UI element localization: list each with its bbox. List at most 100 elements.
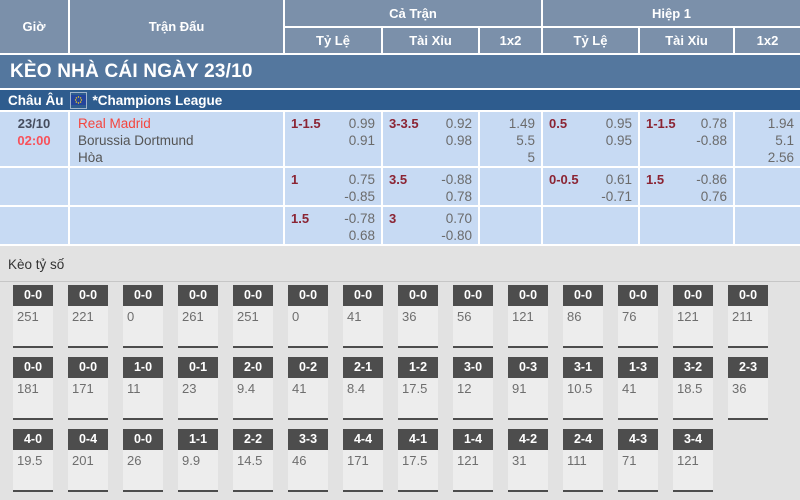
score-box[interactable]: 1-0 11 — [123, 357, 163, 420]
odds-value: 2.56 — [767, 150, 795, 165]
score-box[interactable]: 0-0 41 — [343, 285, 383, 348]
odds-value: 0.92 — [445, 116, 472, 131]
score-odd: 56 — [453, 306, 493, 348]
score-label: 0-0 — [728, 285, 768, 306]
score-odd: 71 — [618, 450, 658, 492]
score-box[interactable]: 4-1 17.5 — [398, 429, 438, 492]
odds-table: Giờ Trận Đấu Cả Trận Hiệp 1 Tỷ Lệ Tài Xỉ… — [0, 0, 800, 246]
odds-value: -0.88 — [441, 172, 472, 187]
score-label: 0-0 — [618, 285, 658, 306]
header-h1-1x2: 1x2 — [735, 28, 800, 55]
odds-value: 0.70 — [445, 211, 472, 226]
score-box[interactable]: 3-4 121 — [673, 429, 713, 492]
score-box[interactable]: 0-0 251 — [233, 285, 273, 348]
odds-cell-h1-handicap-r2[interactable]: 0-0.5 0.61 -0.71 — [543, 168, 640, 207]
odds-value: 1.94 — [767, 116, 795, 131]
score-box[interactable]: 0-0 0 — [288, 285, 328, 348]
odds-value: -0.78 — [344, 211, 375, 226]
odds-cell-ft-handicap-r1[interactable]: 1-1.5 0.99 0.91 — [285, 112, 383, 168]
score-odd: 9.9 — [178, 450, 218, 492]
eu-flag-icon — [69, 91, 87, 109]
score-box[interactable]: 1-4 121 — [453, 429, 493, 492]
handicap-line: 1-1.5 — [291, 116, 321, 131]
odds-cell-ft-handicap-r2[interactable]: 1 0.75 -0.85 — [285, 168, 383, 207]
score-label: 0-3 — [508, 357, 548, 378]
score-box[interactable]: 4-2 31 — [508, 429, 548, 492]
odds-cell-h1-ou-r1[interactable]: 1-1.5 0.78 -0.88 — [640, 112, 735, 168]
odds-cell-ft-ou-r2[interactable]: 3.5 -0.88 0.78 — [383, 168, 480, 207]
score-box[interactable]: 0-4 201 — [68, 429, 108, 492]
score-label: 0-0 — [453, 285, 493, 306]
score-label: 0-0 — [398, 285, 438, 306]
score-box[interactable]: 2-2 14.5 — [233, 429, 273, 492]
score-label: 4-2 — [508, 429, 548, 450]
score-box[interactable]: 0-0 261 — [178, 285, 218, 348]
score-box[interactable]: 3-1 10.5 — [563, 357, 603, 420]
score-box[interactable]: 0-0 171 — [68, 357, 108, 420]
score-label: 2-4 — [563, 429, 603, 450]
odds-value: 0.75 — [348, 172, 375, 187]
match-date: 23/10 — [17, 116, 51, 131]
score-label: 3-1 — [563, 357, 603, 378]
score-box[interactable]: 0-0 121 — [673, 285, 713, 348]
score-label: 0-0 — [178, 285, 218, 306]
score-label: 0-1 — [178, 357, 218, 378]
score-box[interactable]: 3-3 46 — [288, 429, 328, 492]
score-box[interactable]: 1-3 41 — [618, 357, 658, 420]
score-box[interactable]: 0-0 86 — [563, 285, 603, 348]
score-box[interactable]: 0-0 0 — [123, 285, 163, 348]
header-match: Trận Đấu — [70, 0, 285, 55]
odds-value: 0.95 — [605, 116, 632, 131]
score-label: 1-3 — [618, 357, 658, 378]
score-box[interactable]: 2-4 111 — [563, 429, 603, 492]
score-odd: 171 — [343, 450, 383, 492]
score-box[interactable]: 0-1 23 — [178, 357, 218, 420]
score-label: 0-0 — [13, 357, 53, 378]
score-box[interactable]: 3-2 18.5 — [673, 357, 713, 420]
score-box[interactable]: 0-0 221 — [68, 285, 108, 348]
odds-value: -0.88 — [696, 133, 727, 148]
score-box[interactable]: 0-2 41 — [288, 357, 328, 420]
score-label: 0-0 — [68, 285, 108, 306]
score-odd: 14.5 — [233, 450, 273, 492]
score-box[interactable]: 0-0 121 — [508, 285, 548, 348]
score-label: 4-0 — [13, 429, 53, 450]
score-box[interactable]: 3-0 12 — [453, 357, 493, 420]
score-box[interactable]: 2-1 8.4 — [343, 357, 383, 420]
score-box[interactable]: 0-0 76 — [618, 285, 658, 348]
score-box[interactable]: 4-4 171 — [343, 429, 383, 492]
header-time: Giờ — [0, 0, 70, 55]
odds-cell-h1-ou-r2[interactable]: 1.5 -0.86 0.76 — [640, 168, 735, 207]
score-box[interactable]: 0-0 211 — [728, 285, 768, 348]
score-box[interactable]: 0-0 251 — [13, 285, 53, 348]
score-box[interactable]: 0-0 56 — [453, 285, 493, 348]
score-odd: 171 — [68, 378, 108, 420]
score-row: 4-0 19.5 0-4 201 0-0 26 1-1 9.9 2-2 14.5 3-3 46 4-4 1… — [13, 429, 800, 492]
score-odd: 19.5 — [13, 450, 53, 492]
score-label: 4-4 — [343, 429, 383, 450]
score-odd: 46 — [288, 450, 328, 492]
score-box[interactable]: 2-3 36 — [728, 357, 768, 420]
score-box[interactable]: 0-0 181 — [13, 357, 53, 420]
odds-cell-ft-ou-r1[interactable]: 3-3.5 0.92 0.98 — [383, 112, 480, 168]
score-odd: 8.4 — [343, 378, 383, 420]
odds-cell-ft-ou-r3[interactable]: 3 0.70 -0.80 — [383, 207, 480, 246]
over-under-line: 1.5 — [646, 172, 665, 187]
odds-cell-ft-handicap-r3[interactable]: 1.5 -0.78 0.68 — [285, 207, 383, 246]
empty-teams-cell — [70, 207, 285, 246]
score-box[interactable]: 2-0 9.4 — [233, 357, 273, 420]
league-row[interactable]: Châu Âu *Champions League — [0, 90, 800, 112]
odds-cell-ft-1x2-r1[interactable]: 1.49 5.5 5 — [480, 112, 543, 168]
score-box[interactable]: 0-0 36 — [398, 285, 438, 348]
score-odd: 201 — [68, 450, 108, 492]
score-box[interactable]: 4-3 71 — [618, 429, 658, 492]
score-box[interactable]: 0-3 91 — [508, 357, 548, 420]
score-box[interactable]: 0-0 26 — [123, 429, 163, 492]
odds-cell-h1-1x2-r1[interactable]: 1.94 5.1 2.56 — [735, 112, 800, 168]
header-ft-1x2: 1x2 — [480, 28, 543, 55]
odds-cell-h1-handicap-r1[interactable]: 0.5 0.95 0.95 — [543, 112, 640, 168]
score-label: 2-2 — [233, 429, 273, 450]
score-box[interactable]: 4-0 19.5 — [13, 429, 53, 492]
score-box[interactable]: 1-1 9.9 — [178, 429, 218, 492]
score-box[interactable]: 1-2 17.5 — [398, 357, 438, 420]
